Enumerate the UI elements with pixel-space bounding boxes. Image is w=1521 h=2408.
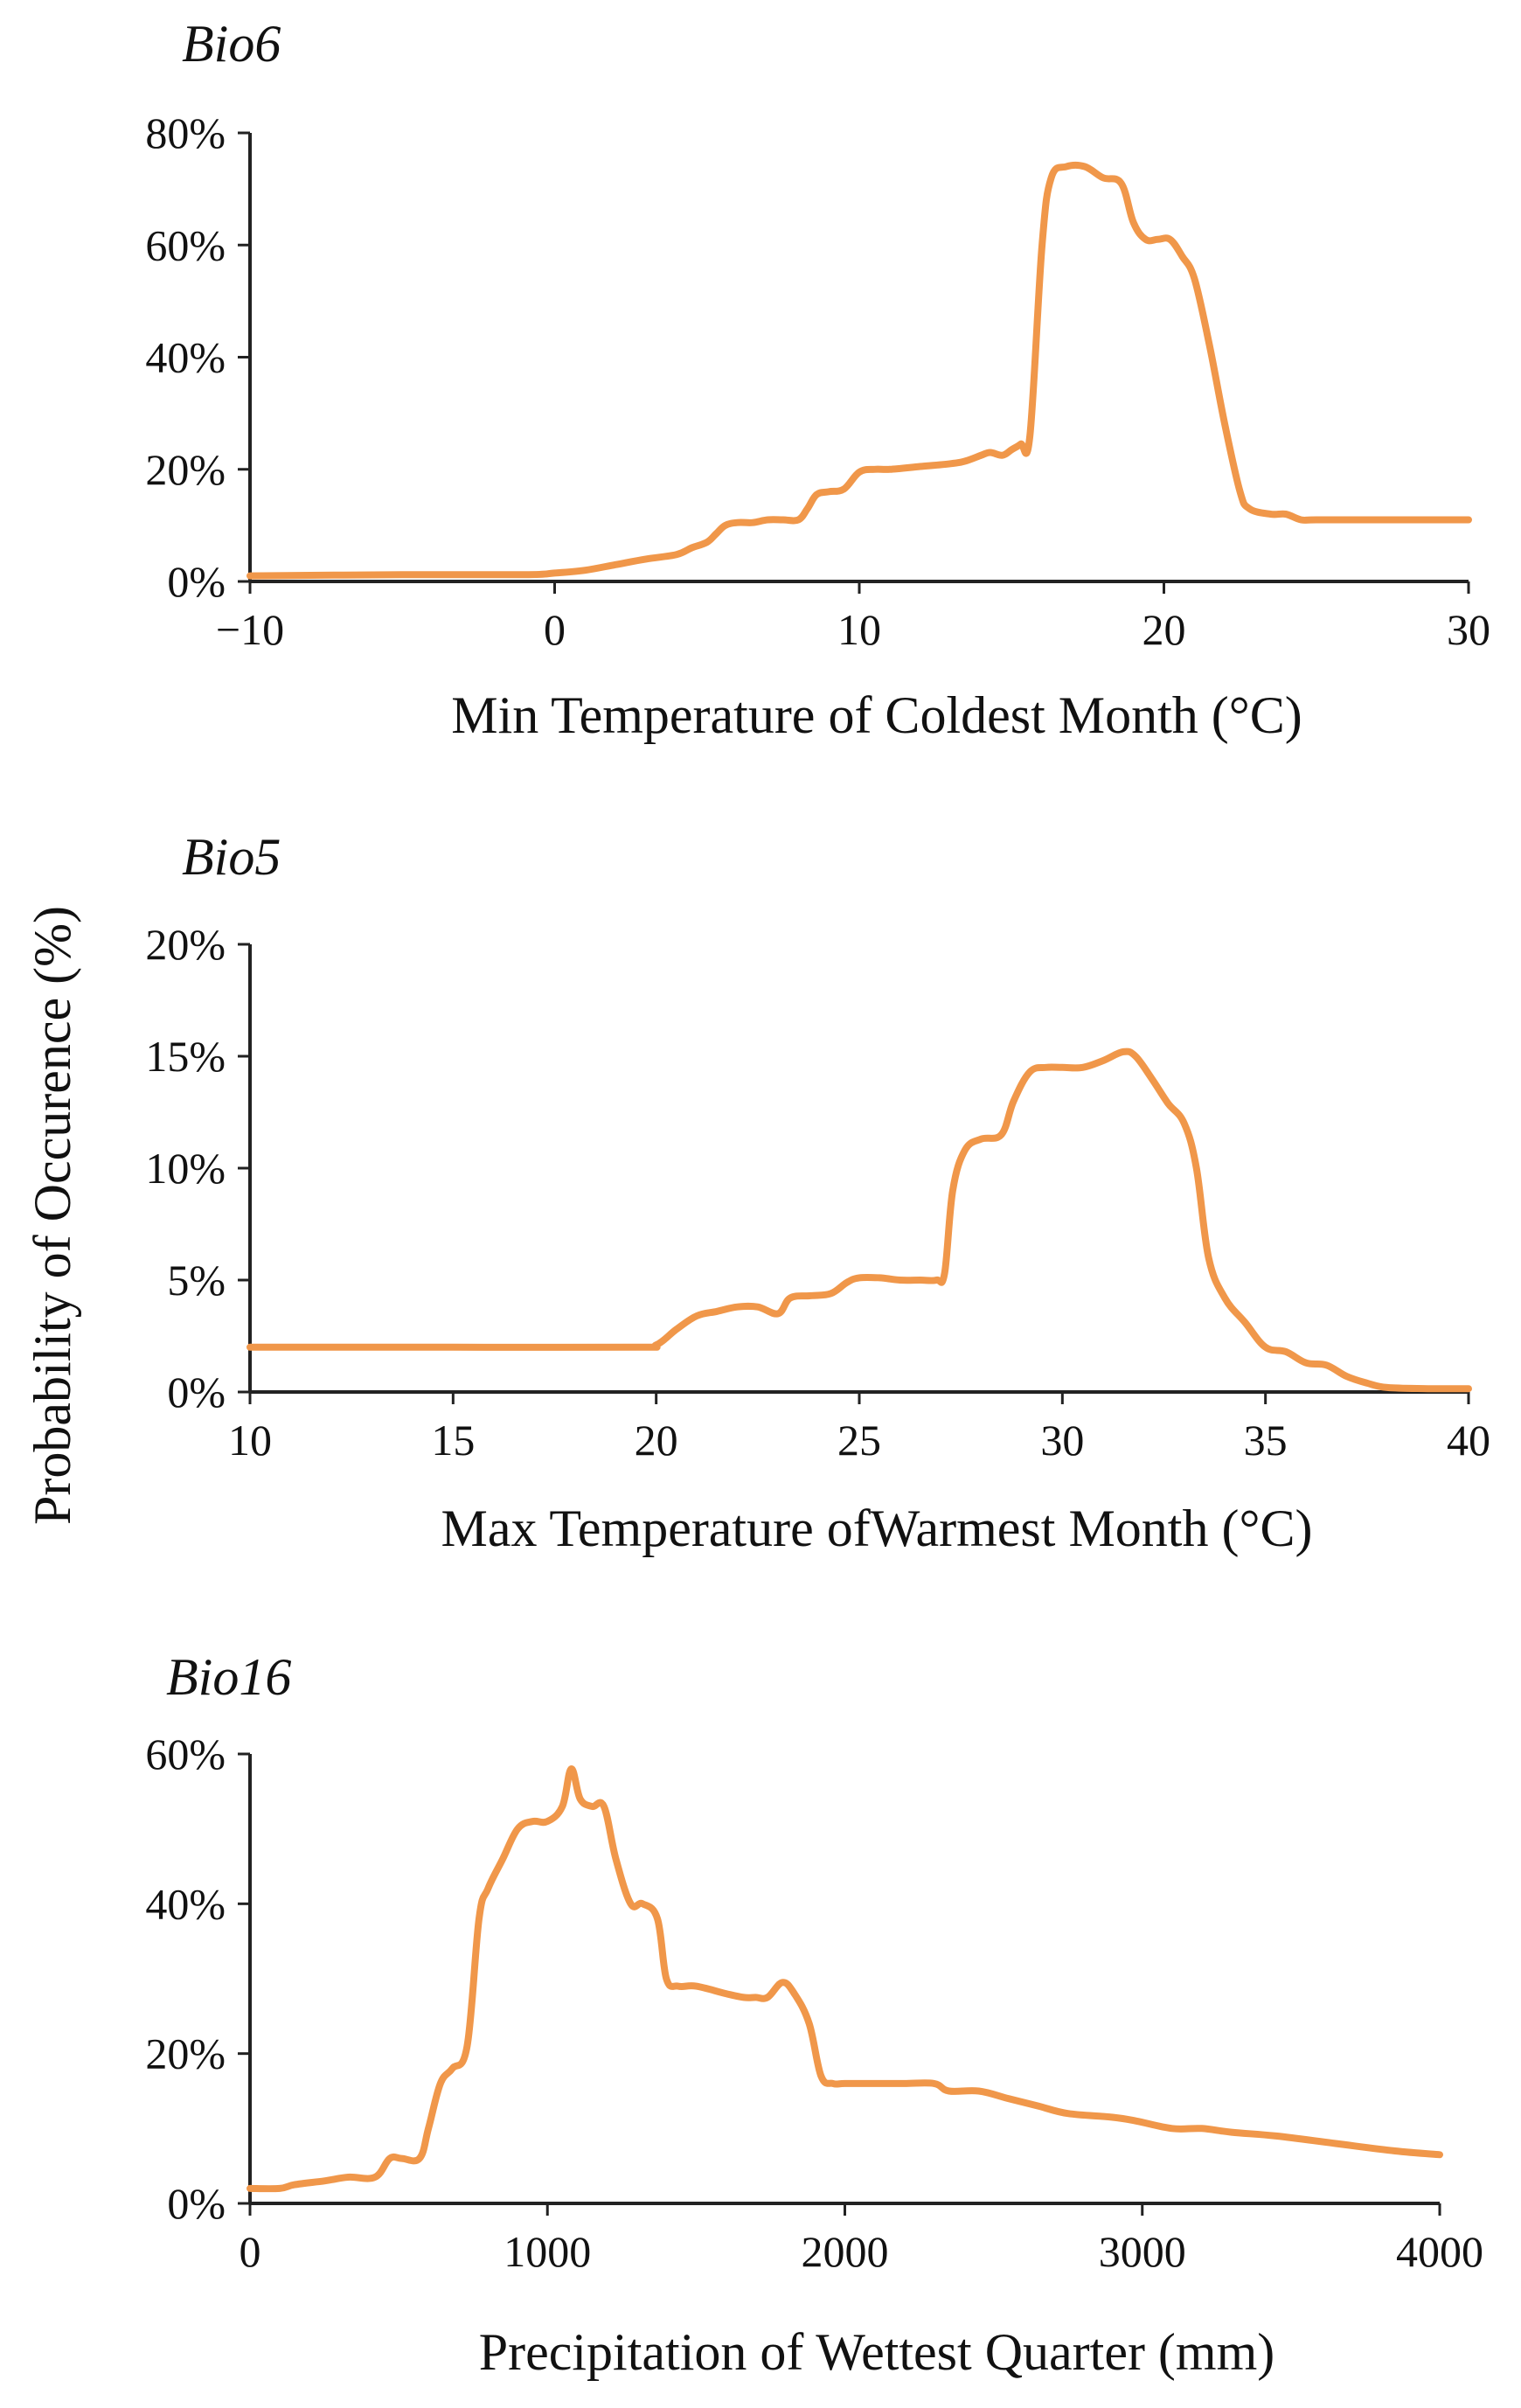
y-tick-labels: 0% 20% 40% 60% 80%	[145, 108, 250, 606]
panel-title: Bio6	[182, 15, 281, 73]
x-tick-label: 1000	[504, 2227, 591, 2276]
y-tick-label: 40%	[145, 333, 226, 382]
y-tick-label: 15%	[145, 1032, 226, 1081]
x-tick-label: 15	[431, 1416, 475, 1465]
x-tick-label: 30	[1447, 605, 1490, 654]
x-tick-label: 10	[228, 1416, 272, 1465]
x-tick-labels: 0 1000 2000 3000 4000	[240, 2203, 1483, 2276]
x-tick-label: −10	[216, 605, 284, 654]
x-axis-label: Max Temperature ofWarmest Month (°C)	[441, 1500, 1313, 1557]
x-tick-label: 2000	[802, 2227, 889, 2276]
series-line	[247, 1765, 1443, 2193]
y-tick-label: 80%	[145, 108, 226, 157]
y-tick-label: 40%	[145, 1879, 226, 1928]
series-line	[247, 1047, 1472, 1393]
chart-panel-bio5: Bio5 0% 5% 10% 15% 20% 10 15 20 25 30 35 40 Max Te…	[145, 828, 1490, 1557]
y-tick-labels: 0% 20% 40% 60%	[145, 1729, 250, 2228]
y-tick-labels: 0% 5% 10% 15% 20%	[145, 920, 250, 1416]
y-tick-label: 0%	[167, 2179, 226, 2228]
y-tick-label: 5%	[167, 1256, 226, 1305]
x-tick-label: 20	[635, 1416, 678, 1465]
series-line	[247, 161, 1472, 580]
x-tick-label: 35	[1244, 1416, 1288, 1465]
x-tick-label: 10	[837, 605, 881, 654]
x-tick-label: 30	[1040, 1416, 1084, 1465]
x-tick-label: 40	[1447, 1416, 1490, 1465]
y-tick-label: 0%	[167, 1368, 226, 1416]
x-axis-label: Min Temperature of Coldest Month (°C)	[451, 686, 1302, 744]
x-tick-label: 4000	[1396, 2227, 1483, 2276]
y-tick-label: 0%	[167, 557, 226, 606]
x-tick-label: 0	[544, 605, 566, 654]
x-tick-label: 20	[1142, 605, 1186, 654]
x-tick-label: 3000	[1099, 2227, 1186, 2276]
y-tick-label: 60%	[145, 220, 226, 269]
chart-panel-bio6: Bio6 0% 20% 40% 60% 80% −10 0 10 20 30 Min Tempe…	[145, 15, 1490, 744]
panel-title: Bio5	[182, 828, 281, 886]
x-tick-labels: 10 15 20 25 30 35 40	[228, 1392, 1490, 1465]
x-tick-label: 0	[240, 2227, 261, 2276]
x-axis-label: Precipitation of Wettest Quarter (mm)	[479, 2323, 1274, 2381]
y-tick-label: 10%	[145, 1144, 226, 1193]
shared-y-axis-label: Probability of Occurence (%)	[24, 906, 81, 1525]
x-tick-label: 25	[837, 1416, 881, 1465]
y-tick-label: 20%	[145, 2029, 226, 2078]
chart-panel-bio16: Bio16 0% 20% 40% 60% 0 1000 2000 3000 4000 Prec…	[145, 1648, 1483, 2381]
panel-title: Bio16	[166, 1648, 291, 1706]
y-tick-label: 20%	[145, 920, 226, 969]
y-tick-label: 20%	[145, 445, 226, 494]
x-tick-labels: −10 0 10 20 30	[216, 581, 1490, 654]
y-tick-label: 60%	[145, 1729, 226, 1778]
